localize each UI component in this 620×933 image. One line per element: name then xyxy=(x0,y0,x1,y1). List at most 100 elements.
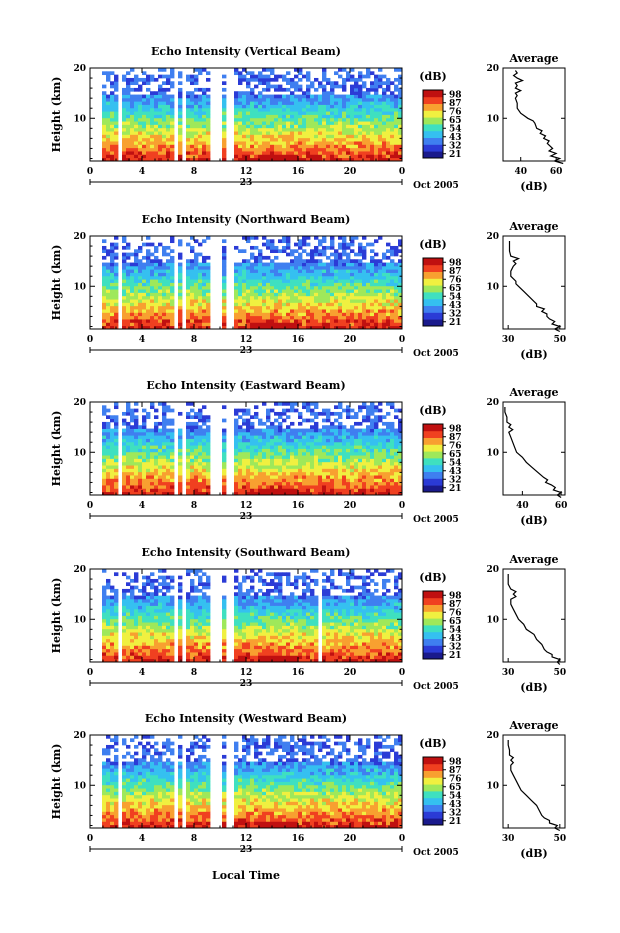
heatmap-cell xyxy=(322,263,326,267)
heatmap-cells xyxy=(102,68,402,161)
heatmap-cell xyxy=(150,478,154,482)
heatmap-cell xyxy=(314,115,318,119)
heatmap-cell xyxy=(322,289,326,293)
heatmap-cell xyxy=(262,458,266,462)
heatmap-cell xyxy=(150,405,154,409)
heatmap-cell xyxy=(154,286,158,290)
heatmap-cell xyxy=(318,432,322,436)
heatmap-cell xyxy=(306,439,310,443)
heatmap-cell xyxy=(130,111,134,115)
heatmap-cell xyxy=(222,246,226,250)
heatmap-cell xyxy=(186,148,190,152)
heatmap-cell xyxy=(114,488,118,492)
heatmap-cell xyxy=(338,236,342,240)
heatmap-cell xyxy=(102,266,106,270)
heatmap-cell xyxy=(150,141,154,145)
heatmap-cell xyxy=(370,439,374,443)
heatmap-cell xyxy=(238,266,242,270)
heatmap-cell xyxy=(206,266,210,270)
heatmap-cell xyxy=(314,475,318,479)
heatmap-cell xyxy=(222,292,226,296)
heatmap-cell xyxy=(286,144,290,148)
heatmap-cell xyxy=(198,488,202,492)
heatmap-cell xyxy=(194,256,198,260)
heatmap-cell xyxy=(278,319,282,323)
heatmap-cell xyxy=(350,279,354,283)
heatmap-cell xyxy=(202,286,206,290)
heatmap-cell xyxy=(250,472,254,476)
heatmap-cell xyxy=(166,299,170,303)
heatmap-cell xyxy=(382,458,386,462)
heatmap-cell xyxy=(170,269,174,273)
heatmap-cell xyxy=(106,439,110,443)
heatmap-cell xyxy=(194,88,198,92)
heatmap-cell xyxy=(198,482,202,486)
heatmap-cell xyxy=(146,259,150,263)
heatmap-cell xyxy=(138,296,142,300)
heatmap-cell xyxy=(298,138,302,142)
heatmap-cell xyxy=(358,429,362,433)
heatmap-cell xyxy=(314,445,318,449)
panel-title: Echo Intensity (Eastward Beam) xyxy=(146,379,345,392)
heatmap-cell xyxy=(158,269,162,273)
heatmap-cell xyxy=(162,485,166,489)
heatmap-cell xyxy=(170,131,174,135)
heatmap-cell xyxy=(166,429,170,433)
heatmap-cell xyxy=(346,415,350,419)
heatmap-cell xyxy=(350,482,354,486)
heatmap-cell xyxy=(358,253,362,257)
heatmap-cell xyxy=(322,286,326,290)
heatmap-cell xyxy=(202,292,206,296)
heatmap-cell xyxy=(294,138,298,142)
heatmap-cell xyxy=(338,475,342,479)
heatmap-cell xyxy=(358,128,362,132)
heatmap-cell xyxy=(250,75,254,79)
heatmap-cell xyxy=(266,452,270,456)
heatmap-cell xyxy=(126,412,130,416)
heatmap-cell xyxy=(202,279,206,283)
heatmap-cell xyxy=(198,118,202,122)
heatmap-cell xyxy=(242,118,246,122)
heatmap-cell xyxy=(250,488,254,492)
heatmap-cell xyxy=(322,124,326,128)
heatmap-cell xyxy=(222,455,226,459)
heatmap-cell xyxy=(302,445,306,449)
heatmap-cell xyxy=(286,108,290,112)
heatmap-cell xyxy=(342,141,346,145)
panel-title: Echo Intensity (Vertical Beam) xyxy=(151,45,341,58)
heatmap-cell xyxy=(238,472,242,476)
heatmap-cell xyxy=(338,85,342,89)
heatmap-cell xyxy=(170,111,174,115)
heatmap-cell xyxy=(134,95,138,99)
heatmap-cell xyxy=(186,101,190,105)
x-tick-label: 12 xyxy=(240,335,253,345)
heatmap-cell xyxy=(138,118,142,122)
heatmap-cell xyxy=(306,478,310,482)
heatmap-cell xyxy=(278,465,282,469)
heatmap-cell xyxy=(290,279,294,283)
heatmap-cell xyxy=(126,472,130,476)
heatmap-cell xyxy=(370,322,374,326)
heatmap-cell xyxy=(330,412,334,416)
heatmap-cell xyxy=(282,138,286,142)
heatmap-cell xyxy=(138,124,142,128)
heatmap-cell xyxy=(338,269,342,273)
heatmap-cell xyxy=(122,121,126,125)
heatmap-cell xyxy=(310,302,314,306)
heatmap-cell xyxy=(238,462,242,466)
heatmap-cell xyxy=(254,98,258,102)
heatmap-cell xyxy=(302,151,306,155)
heatmap-cell xyxy=(338,75,342,79)
heatmap-cell xyxy=(154,478,158,482)
heatmap-cell xyxy=(234,68,238,72)
heatmap-cell xyxy=(150,101,154,105)
heatmap-cell xyxy=(242,316,246,320)
heatmap-cell xyxy=(382,435,386,439)
heatmap-cell xyxy=(382,316,386,320)
heatmap-cell xyxy=(134,429,138,433)
heatmap-cell xyxy=(142,322,146,326)
heatmap-cell xyxy=(190,95,194,99)
heatmap-cell xyxy=(346,312,350,316)
heatmap-cell xyxy=(378,134,382,138)
heatmap-cell xyxy=(290,118,294,122)
